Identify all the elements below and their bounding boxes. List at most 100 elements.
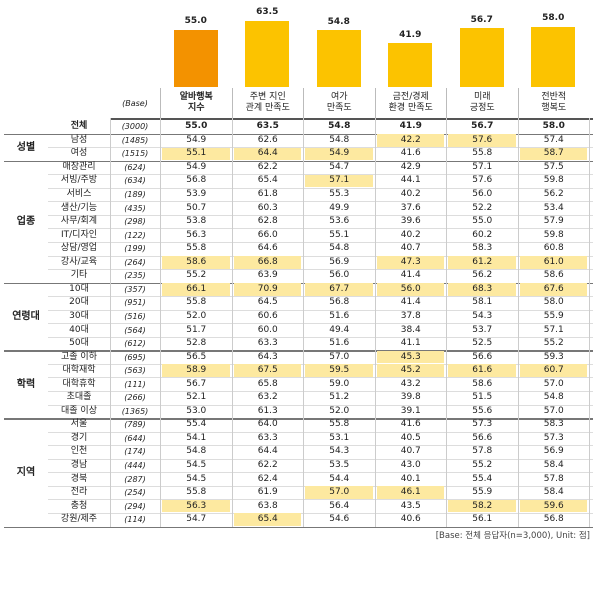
row-base: (634) — [124, 176, 146, 186]
cell: 49.4 — [329, 324, 350, 335]
cell: 40.7 — [400, 446, 421, 457]
rule — [48, 214, 593, 216]
cell: 53.8 — [186, 216, 207, 227]
cell: 62.4 — [257, 473, 278, 484]
group-label: 지역 — [16, 466, 36, 478]
row-label: 기타 — [70, 270, 88, 281]
cell: 39.6 — [400, 216, 421, 227]
bar — [459, 28, 504, 87]
cell: 59.8 — [543, 229, 564, 240]
row-base: (444) — [124, 461, 146, 471]
row-base: (266) — [124, 393, 146, 403]
cell: 55.1 — [162, 147, 230, 161]
cell: 68.3 — [448, 283, 516, 296]
cell: 67.5 — [233, 364, 301, 377]
row-label: 생산/기능 — [60, 202, 98, 213]
rule — [48, 255, 593, 257]
cell: 57.1 — [305, 174, 373, 188]
rule — [48, 445, 593, 447]
cell: 39.1 — [400, 405, 421, 416]
cell: 56.8 — [543, 514, 564, 525]
row-base: (199) — [124, 244, 146, 254]
bar — [531, 26, 576, 87]
column-header: 전반적 행복도 — [517, 88, 590, 118]
cell: 40.6 — [400, 514, 421, 525]
cell: 62.6 — [257, 134, 278, 145]
cell: 56.4 — [329, 500, 350, 511]
bar — [388, 43, 433, 87]
cell: 55.4 — [186, 419, 207, 430]
rule — [48, 296, 593, 298]
cell: 52.1 — [186, 392, 207, 403]
rule — [231, 118, 233, 527]
rule — [160, 118, 161, 527]
cell: 61.3 — [257, 405, 278, 416]
cell: 57.0 — [305, 486, 373, 499]
rule — [48, 458, 593, 460]
cell: 40.7 — [400, 243, 421, 254]
cell: 56.0 — [472, 189, 493, 200]
cell: 41.6 — [400, 419, 421, 430]
cell: 58.7 — [519, 147, 587, 161]
cell: 54.9 — [186, 161, 207, 172]
cell: 56.1 — [472, 514, 493, 525]
cell: 51.5 — [472, 392, 493, 403]
cell: 65.4 — [257, 175, 278, 186]
cell: 56.3 — [186, 229, 207, 240]
rule — [48, 391, 593, 392]
cell: 59.3 — [543, 351, 564, 362]
rule — [48, 201, 593, 203]
cell: 58.9 — [162, 364, 230, 377]
cell: 64.3 — [257, 351, 278, 362]
row-label: IT/디자인 — [60, 229, 98, 240]
row-base: (3000) — [121, 122, 149, 132]
cell: 58.6 — [543, 270, 564, 281]
cell: 43.2 — [400, 378, 421, 389]
column-header: 금전/경제 환경 만족도 — [374, 88, 447, 118]
column-header: 주변 지인 관계 만족도 — [231, 88, 304, 118]
cell: 58.0 — [543, 297, 564, 308]
cell: 56.7 — [471, 121, 494, 132]
cell: 54.8 — [543, 392, 564, 403]
cell: 57.3 — [472, 419, 493, 430]
row-label: 고졸 이하 — [61, 351, 97, 362]
cell: 64.4 — [257, 446, 278, 457]
cell: 56.5 — [186, 351, 207, 362]
column-header: 미래 긍정도 — [446, 88, 518, 118]
cell: 58.4 — [543, 487, 564, 498]
cell: 56.6 — [472, 351, 493, 362]
cell: 53.4 — [543, 202, 564, 213]
cell: 55.2 — [472, 460, 493, 471]
cell: 55.8 — [186, 243, 207, 254]
cell: 62.2 — [257, 161, 278, 172]
bar — [316, 30, 361, 87]
rule — [4, 133, 593, 136]
row-label: 상담/영업 — [60, 243, 98, 254]
cell: 47.3 — [376, 256, 444, 269]
cell: 62.2 — [257, 460, 278, 471]
cell: 63.2 — [257, 392, 278, 403]
row-base: (264) — [124, 257, 146, 267]
cell: 43.0 — [400, 460, 421, 471]
cell: 59.0 — [329, 378, 350, 389]
rule — [48, 377, 593, 379]
cell: 54.8 — [329, 134, 350, 145]
cell: 64.0 — [257, 419, 278, 430]
cell: 65.4 — [233, 513, 301, 526]
cell: 67.7 — [305, 283, 373, 296]
cell: 63.3 — [257, 432, 278, 443]
cell: 55.4 — [472, 473, 493, 484]
row-base: (1515) — [121, 149, 149, 159]
cell: 64.6 — [257, 243, 278, 254]
cell: 43.5 — [400, 500, 421, 511]
cell: 52.2 — [472, 202, 493, 213]
cell: 51.7 — [186, 324, 207, 335]
cell: 66.1 — [162, 283, 230, 296]
bar-value: 54.8 — [327, 16, 350, 27]
bar-value: 58.0 — [542, 13, 565, 24]
rule — [48, 269, 593, 271]
row-label: 남성 — [70, 134, 88, 145]
cell: 63.5 — [256, 121, 279, 132]
cell: 54.5 — [186, 473, 207, 484]
cell: 54.4 — [329, 473, 350, 484]
